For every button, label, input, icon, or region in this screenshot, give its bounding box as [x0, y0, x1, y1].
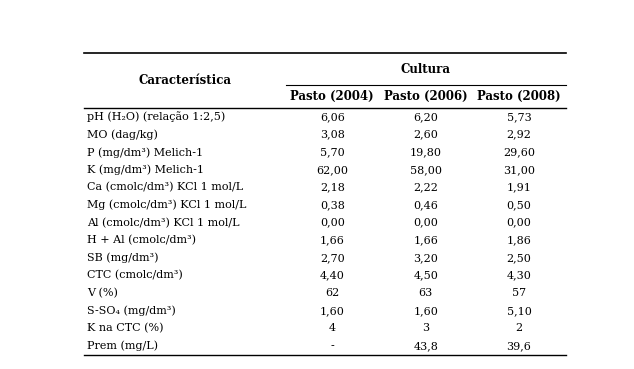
Text: 6,06: 6,06: [320, 112, 345, 122]
Text: MO (dag/kg): MO (dag/kg): [87, 130, 157, 140]
Text: 19,80: 19,80: [410, 147, 442, 157]
Text: 0,00: 0,00: [507, 218, 531, 228]
Text: 31,00: 31,00: [503, 165, 535, 175]
Text: SB (mg/dm³): SB (mg/dm³): [87, 253, 158, 263]
Text: 63: 63: [418, 288, 433, 298]
Text: 1,86: 1,86: [507, 235, 531, 245]
Text: Pasto (2006): Pasto (2006): [384, 90, 467, 103]
Text: K (mg/dm³) Melich-1: K (mg/dm³) Melich-1: [87, 165, 204, 175]
Text: 0,00: 0,00: [320, 218, 345, 228]
Text: 2,50: 2,50: [507, 253, 531, 263]
Text: Prem (mg/L): Prem (mg/L): [87, 341, 158, 351]
Text: 2: 2: [515, 323, 522, 334]
Text: 57: 57: [512, 288, 526, 298]
Text: -: -: [330, 341, 334, 351]
Text: 0,00: 0,00: [413, 218, 438, 228]
Text: CTC (cmolᴄ/dm³): CTC (cmolᴄ/dm³): [87, 270, 183, 281]
Text: 4,50: 4,50: [413, 270, 438, 280]
Text: 62,00: 62,00: [316, 165, 348, 175]
Text: 4: 4: [329, 323, 336, 334]
Text: 5,70: 5,70: [320, 147, 345, 157]
Text: 58,00: 58,00: [410, 165, 442, 175]
Text: 5,10: 5,10: [507, 306, 531, 316]
Text: Pasto (2008): Pasto (2008): [477, 90, 561, 103]
Text: 3,08: 3,08: [320, 130, 345, 139]
Text: 0,46: 0,46: [413, 200, 438, 210]
Text: 0,38: 0,38: [320, 200, 345, 210]
Text: Pasto (2004): Pasto (2004): [290, 90, 374, 103]
Text: 2,70: 2,70: [320, 253, 345, 263]
Text: 1,91: 1,91: [507, 183, 531, 193]
Text: P (mg/dm³) Melich-1: P (mg/dm³) Melich-1: [87, 147, 203, 158]
Text: Cultura: Cultura: [401, 63, 451, 76]
Text: 3,20: 3,20: [413, 253, 438, 263]
Text: Ca (cmolᴄ/dm³) KCl 1 mol/L: Ca (cmolᴄ/dm³) KCl 1 mol/L: [87, 182, 243, 193]
Text: 4,30: 4,30: [507, 270, 531, 280]
Text: S-SO₄ (mg/dm³): S-SO₄ (mg/dm³): [87, 306, 176, 316]
Text: H + Al (cmolᴄ/dm³): H + Al (cmolᴄ/dm³): [87, 235, 196, 245]
Text: Mg (cmolᴄ/dm³) KCl 1 mol/L: Mg (cmolᴄ/dm³) KCl 1 mol/L: [87, 200, 246, 210]
Text: 0,50: 0,50: [507, 200, 531, 210]
Text: 39,6: 39,6: [507, 341, 531, 351]
Text: 1,66: 1,66: [320, 235, 345, 245]
Text: Característica: Característica: [138, 74, 231, 87]
Text: V (%): V (%): [87, 288, 117, 298]
Text: 1,66: 1,66: [413, 235, 438, 245]
Text: 29,60: 29,60: [503, 147, 535, 157]
Text: 4,40: 4,40: [320, 270, 345, 280]
Text: 2,92: 2,92: [507, 130, 531, 139]
Text: 2,22: 2,22: [413, 183, 438, 193]
Text: K na CTC (%): K na CTC (%): [87, 323, 163, 334]
Text: 3: 3: [422, 323, 429, 334]
Text: Al (cmolᴄ/dm³) KCl 1 mol/L: Al (cmolᴄ/dm³) KCl 1 mol/L: [87, 218, 239, 228]
Text: 43,8: 43,8: [413, 341, 438, 351]
Text: 1,60: 1,60: [320, 306, 345, 316]
Text: 5,73: 5,73: [507, 112, 531, 122]
Text: 2,60: 2,60: [413, 130, 438, 139]
Text: pH (H₂O) (relação 1:2,5): pH (H₂O) (relação 1:2,5): [87, 111, 225, 123]
Text: 62: 62: [325, 288, 339, 298]
Text: 6,20: 6,20: [413, 112, 438, 122]
Text: 1,60: 1,60: [413, 306, 438, 316]
Text: 2,18: 2,18: [320, 183, 345, 193]
